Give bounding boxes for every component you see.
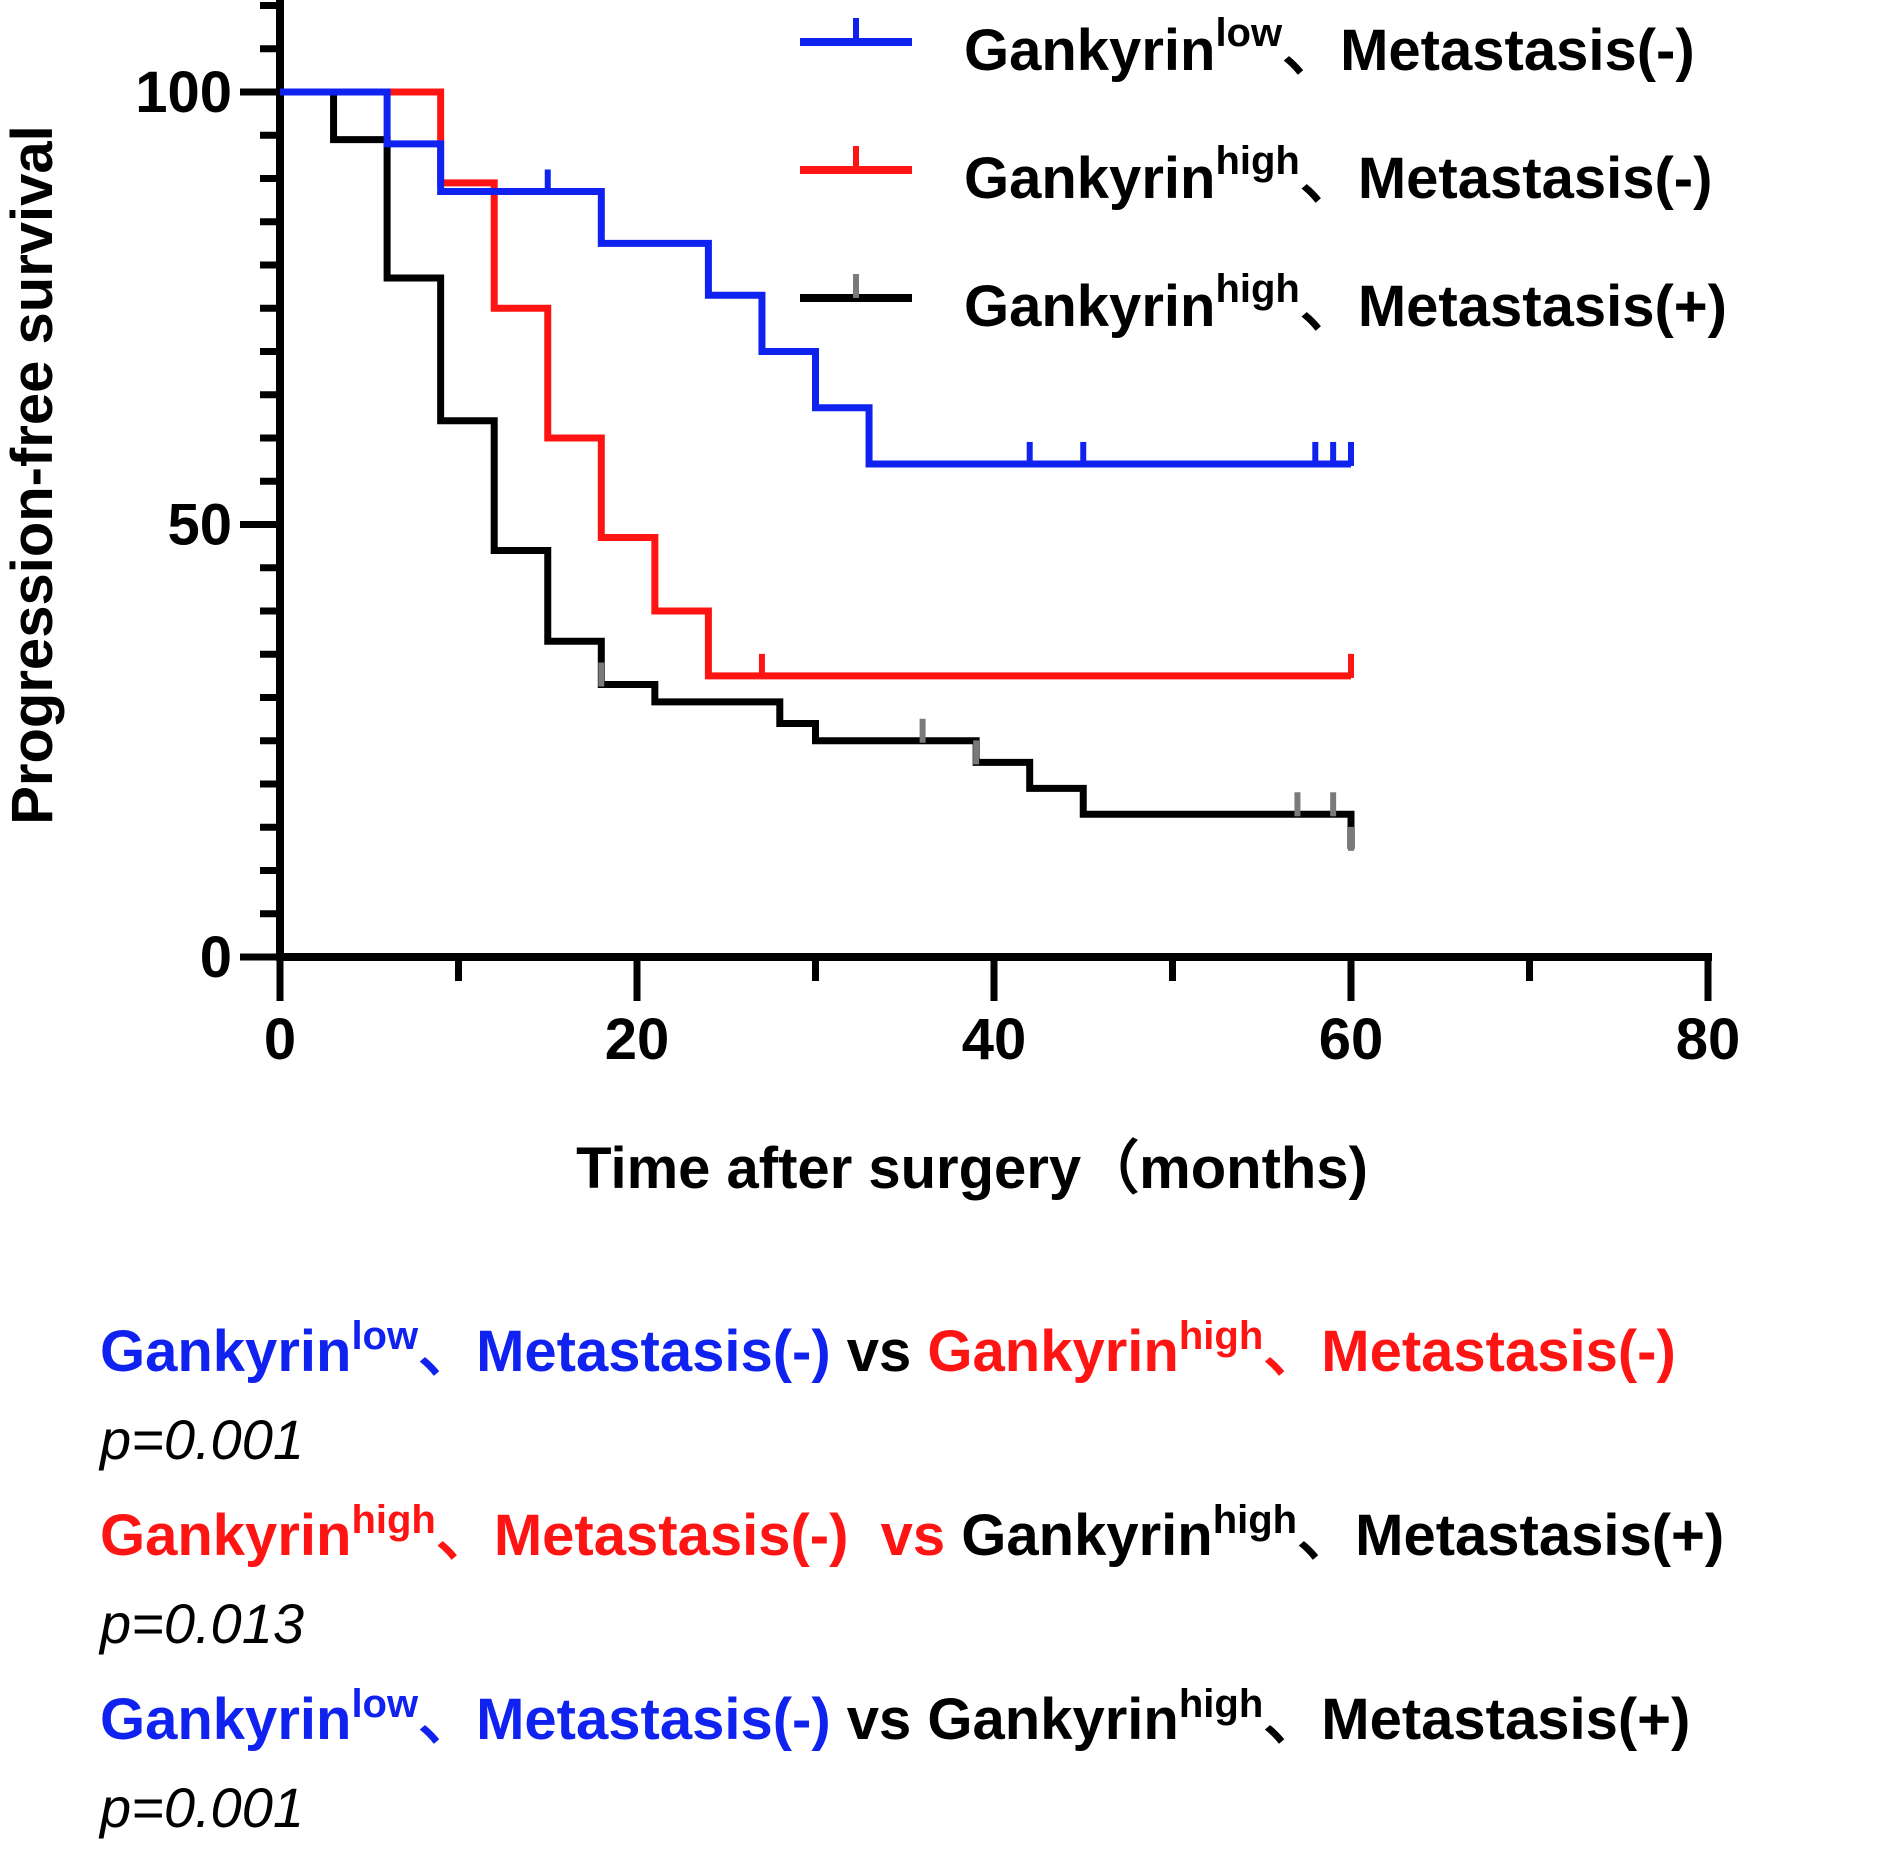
comparison-line-3: Gankyrinlow、Metastasis(-) vs Gankyrinhig…	[100, 1678, 1880, 1766]
km-survival-chart: 0 50 100 0 20 40 60 80 Gankyrinlow、Metastasis(-…	[0, 0, 1740, 1201]
series-1	[280, 88, 1354, 468]
survival-curve-1	[280, 88, 1351, 468]
comparison-2-p-value: p=0.013	[100, 1592, 304, 1655]
series-2	[280, 88, 1354, 680]
y-tick-label: 100	[135, 60, 232, 125]
legend-entry-3: Gankyrinhigh、Metastasis(+)	[800, 267, 1727, 339]
legend-entry-2: Gankyrinhigh、Metastasis(-)	[800, 139, 1712, 211]
x-tick-label: 60	[1319, 1007, 1384, 1072]
comparison-3-p-value: p=0.001	[100, 1776, 304, 1839]
survival-curve-2	[280, 88, 1351, 680]
legend-label: Gankyrinhigh、Metastasis(+)	[964, 267, 1727, 339]
comparison-3-vs: vs	[830, 1687, 928, 1752]
y-tick-label: 0	[200, 925, 232, 990]
comparison-2-group-b: Gankyrinhigh、Metastasis(+)	[961, 1498, 1725, 1568]
comparison-line-1: Gankyrinlow、Metastasis(-) vs Gankyrinhig…	[100, 1310, 1880, 1398]
legend: Gankyrinlow、Metastasis(-) Gankyrinhigh、Me…	[800, 11, 1727, 339]
x-axis-label: Time after surgery（months)	[576, 1136, 1368, 1201]
survival-curve-3	[280, 88, 1355, 849]
y-axis-label: Progression-free survival	[0, 125, 65, 825]
comparison-panel: Gankyrinlow、Metastasis(-) vs Gankyrinhig…	[100, 1310, 1880, 1862]
comparison-1-p-value: p=0.001	[100, 1408, 304, 1471]
comparison-2-group-a: Gankyrinhigh、Metastasis(-)	[100, 1498, 849, 1568]
comparison-1-group-b: Gankyrinhigh、Metastasis(-)	[927, 1314, 1676, 1384]
x-tick-label: 40	[962, 1007, 1027, 1072]
comparison-line-2: Gankyrinhigh、Metastasis(-) vs Gankyrinhi…	[100, 1494, 1880, 1582]
series-3	[280, 88, 1355, 851]
comparison-1-vs: vs	[830, 1319, 928, 1384]
comparison-2-vs: vs	[848, 1503, 962, 1568]
y-tick-label: 50	[167, 493, 232, 558]
comparison-1-group-a: Gankyrinlow、Metastasis(-)	[100, 1314, 831, 1384]
x-tick-label: 80	[1676, 1007, 1741, 1072]
series-layer	[280, 88, 1355, 851]
legend-label: Gankyrinlow、Metastasis(-)	[964, 11, 1695, 83]
legend-entry-1: Gankyrinlow、Metastasis(-)	[800, 11, 1695, 83]
comparison-3-group-a: Gankyrinlow、Metastasis(-)	[100, 1682, 831, 1752]
comparison-3-group-b: Gankyrinhigh、Metastasis(+)	[927, 1682, 1691, 1752]
x-tick-label: 20	[605, 1007, 670, 1072]
legend-label: Gankyrinhigh、Metastasis(-)	[964, 139, 1712, 211]
x-tick-label: 0	[264, 1007, 296, 1072]
axes: 0 50 100 0 20 40 60 80	[135, 0, 1740, 1072]
